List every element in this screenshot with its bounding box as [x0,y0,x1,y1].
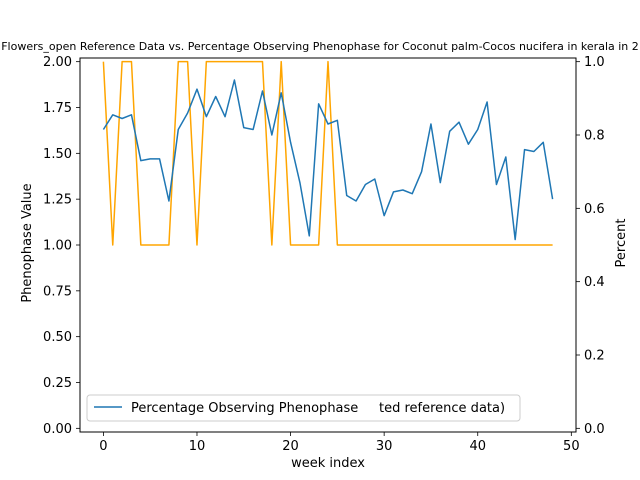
legend-box [86,394,521,422]
y-left-tick-label: 2.00 [43,55,72,70]
y-right-tick-label: 0.2 [584,349,605,364]
legend-label-reference-truncated: ted reference data) [379,401,505,416]
x-axis-label: week index [291,456,365,471]
y-right-tick-label: 0.4 [584,275,605,290]
y-left-tick-label: 0.75 [43,284,72,299]
y-left-tick-label: 1.00 [43,239,72,254]
chart-title: Flowers_open Reference Data vs. Percenta… [1,40,639,53]
y-left-tick-label: 0.25 [43,376,72,391]
x-tick-label: 0 [99,439,107,454]
series-line-reference [102,60,553,246]
y-right-tick-label: 0.6 [584,202,605,217]
y-right-tick-label: 1.0 [584,55,605,70]
y-left-tick-label: 1.25 [43,193,72,208]
x-tick-label: 40 [469,439,486,454]
y-right-tick-label: 0.8 [584,129,605,144]
y-left-tick-label: 0.50 [43,330,72,345]
y-left-tick-label: 0.00 [43,422,72,437]
y-right-tick-label: 0.0 [584,422,605,437]
legend-label-percentage: Percentage Observing Phenophase [131,401,358,416]
series-line-percentage [102,79,554,241]
y-axis-right-label: Percent [614,219,629,268]
legend: Percentage Observing Phenophase ted refe… [86,394,521,422]
axes: 0 10 20 30 40 50 0.00 0.25 0.50 0.75 1.00 1.25 1.50 1… [43,55,605,454]
x-tick-label: 10 [189,439,206,454]
y-left-tick-label: 1.75 [43,101,72,116]
x-tick-label: 50 [563,439,580,454]
x-tick-label: 20 [282,439,299,454]
y-axis-left-label: Phenophase Value [20,183,35,302]
y-left-tick-label: 1.50 [43,147,72,162]
x-tick-label: 30 [376,439,393,454]
plot-area [102,60,554,246]
